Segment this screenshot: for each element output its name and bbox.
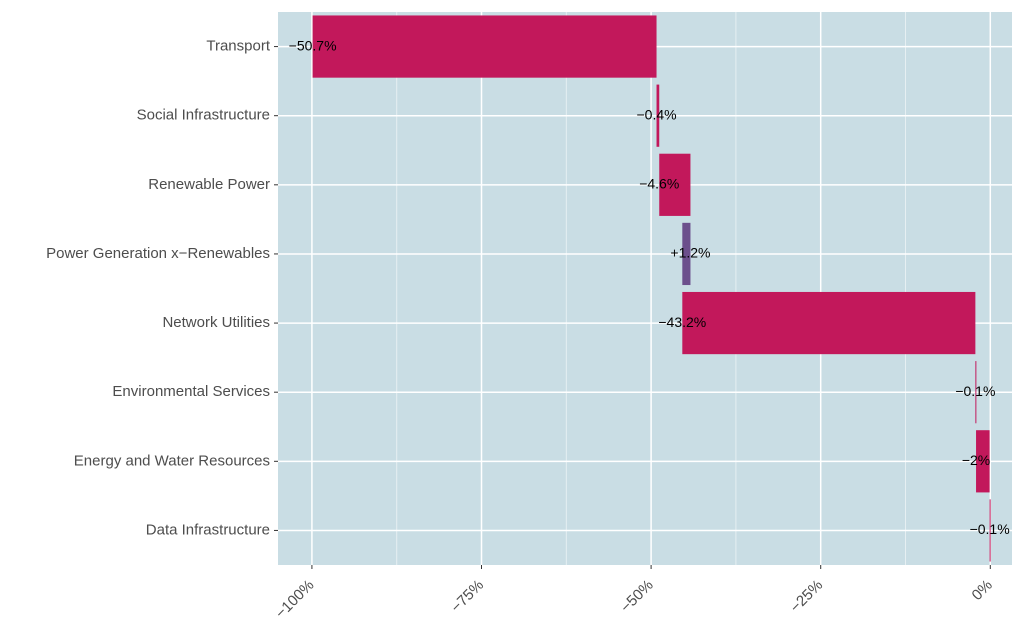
value-label: −43.2% bbox=[658, 314, 706, 330]
bar bbox=[656, 84, 660, 147]
y-tick-label: Social Infrastructure bbox=[137, 107, 270, 124]
y-tick-label: Energy and Water Resources bbox=[74, 452, 270, 469]
y-tick-label: Transport bbox=[206, 38, 270, 55]
y-tick-label: Environmental Services bbox=[112, 383, 270, 400]
y-tick-label: Data Infrastructure bbox=[146, 521, 270, 538]
value-label: −0.1% bbox=[970, 521, 1010, 537]
bar bbox=[976, 430, 990, 493]
y-tick-label: Network Utilities bbox=[162, 314, 270, 331]
value-label: −50.7% bbox=[289, 37, 337, 53]
x-tick-label: −25% bbox=[787, 577, 826, 616]
panel bbox=[278, 12, 1012, 565]
value-label: +1.2% bbox=[670, 245, 710, 261]
bar bbox=[682, 291, 976, 355]
value-label: −2% bbox=[962, 452, 990, 468]
y-tick-label: Renewable Power bbox=[148, 176, 270, 193]
bar bbox=[975, 361, 977, 424]
value-label: −0.4% bbox=[636, 106, 676, 122]
bar bbox=[989, 499, 991, 562]
x-tick-label: −75% bbox=[448, 577, 487, 616]
y-tick-label: Power Generation x−Renewables bbox=[46, 245, 270, 262]
bar bbox=[312, 15, 657, 78]
x-tick-label: −100% bbox=[272, 577, 317, 621]
bar bbox=[659, 153, 691, 216]
value-label: −4.6% bbox=[639, 176, 679, 192]
x-tick-label: −50% bbox=[617, 577, 656, 616]
value-label: −0.1% bbox=[955, 383, 995, 399]
x-tick-label: 0% bbox=[969, 577, 996, 604]
bar bbox=[682, 222, 691, 286]
